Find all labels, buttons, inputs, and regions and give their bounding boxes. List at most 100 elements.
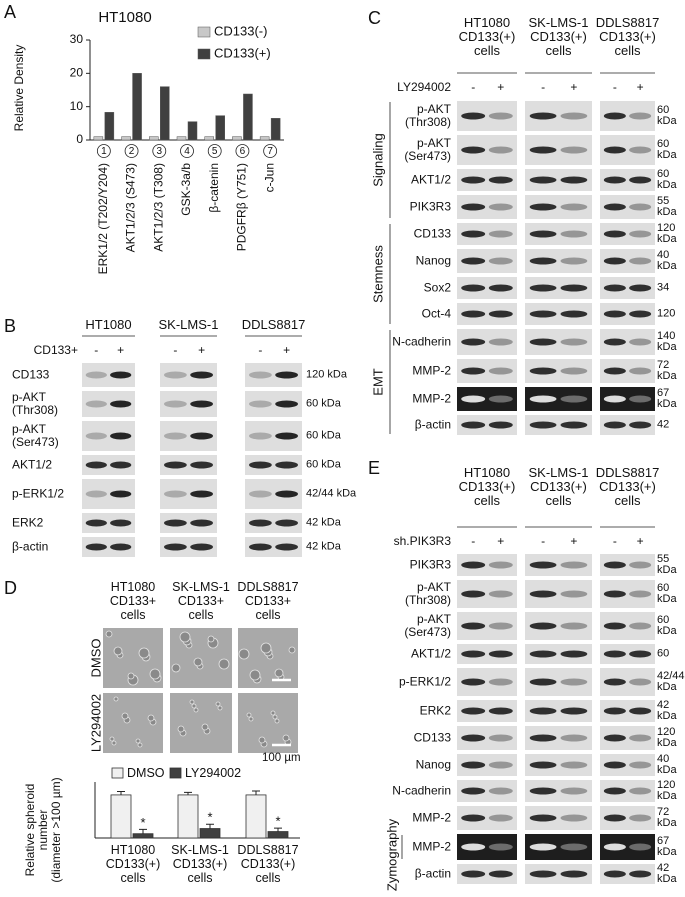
- column-header: SK-LMS-1: [158, 317, 219, 332]
- blot-band: [560, 650, 588, 658]
- blot-band: [190, 490, 214, 498]
- blot-band: [488, 284, 513, 292]
- row-label: LY294002: [88, 693, 104, 753]
- x-tick-label: c-Jun: [262, 163, 276, 192]
- blot-band: [629, 843, 652, 851]
- blot-band: [603, 367, 626, 375]
- blot-strip: [525, 223, 592, 245]
- x-tick-label: ERK1/2 (T202/Y204): [96, 163, 110, 274]
- blot-band: [275, 432, 299, 440]
- spheroid: [248, 716, 254, 722]
- row-label: PIK3R3: [409, 199, 451, 214]
- blot-band: [275, 461, 299, 469]
- blot-strip: [457, 644, 517, 664]
- blot-strip: [600, 223, 655, 245]
- blot-strip: [525, 415, 592, 435]
- blot-band: [85, 461, 107, 469]
- size-label: 67 kDa: [657, 387, 677, 410]
- number-circle: [263, 144, 278, 158]
- spheroid: [217, 705, 223, 711]
- row-label: MMP-2: [412, 391, 451, 406]
- lane-sign: +: [283, 343, 291, 357]
- lane-sign: +: [198, 343, 206, 357]
- column-header: HT1080 CD133(+) cells: [458, 465, 516, 508]
- blot-band: [488, 338, 513, 346]
- blot-band: [461, 590, 486, 598]
- error-bar: [252, 790, 260, 795]
- blot-strip: [457, 277, 517, 299]
- bar: [160, 86, 170, 141]
- spheroid: [218, 658, 230, 670]
- x-tick-label: HT1080 CD133(+) cells: [105, 843, 161, 885]
- blot-band: [560, 112, 588, 120]
- column-header: HT1080 CD133(+) cells: [458, 15, 516, 58]
- blot-band: [488, 310, 513, 318]
- blot-band: [560, 146, 588, 154]
- spheroid: [113, 696, 119, 702]
- blot-band: [529, 870, 557, 878]
- blot-band: [163, 543, 187, 551]
- size-label: 60 kDa: [657, 582, 677, 605]
- panel-label: C: [368, 8, 381, 28]
- blot-band: [488, 146, 513, 154]
- lane-sign: -: [612, 534, 617, 548]
- blot-band: [560, 230, 588, 238]
- legend-label: CD133(+): [214, 45, 271, 60]
- blot-strip: [457, 700, 517, 722]
- micrograph: [170, 693, 232, 753]
- column-header: HT1080: [85, 317, 132, 332]
- blot-band: [560, 590, 588, 598]
- spheroid: [138, 647, 150, 659]
- blot-band: [629, 257, 652, 265]
- size-label: 120 kDa: [657, 222, 677, 245]
- blot-band: [629, 734, 652, 742]
- row-label: p-AKT (Thr308): [12, 390, 59, 417]
- blot-band: [529, 761, 557, 769]
- treatment-label: CD133+: [33, 343, 78, 357]
- blot-strip: [160, 455, 217, 475]
- size-label: 67 kDa: [657, 835, 677, 858]
- blot-band: [603, 707, 626, 715]
- blot-band: [488, 678, 513, 686]
- blot-band: [163, 371, 187, 379]
- category-number: 7: [267, 146, 273, 157]
- category-number: 5: [212, 146, 218, 157]
- blot-band: [461, 561, 486, 569]
- bar: [267, 831, 289, 839]
- spheroid: [191, 703, 197, 709]
- x-tick-label: AKT1/2/3 (T308): [151, 163, 165, 252]
- blot-band: [488, 112, 513, 120]
- blot-band: [529, 814, 557, 822]
- bar: [93, 136, 104, 141]
- lane-sign: +: [636, 80, 644, 94]
- bar: [270, 118, 281, 141]
- blot-band: [110, 461, 132, 469]
- blot-band: [248, 400, 272, 408]
- bar: [199, 828, 221, 839]
- x-tick-label: β-catenin: [207, 163, 221, 213]
- blot-strip: [457, 169, 517, 191]
- legend-swatch: [169, 767, 182, 779]
- y-tick-label: 0: [76, 132, 83, 146]
- size-label: 120 kDa: [657, 726, 677, 749]
- row-label: MMP-2: [412, 810, 451, 825]
- blot-band: [529, 734, 557, 742]
- row-label: AKT1/2: [410, 646, 451, 661]
- spheroid: [272, 714, 278, 720]
- blot-strip: [525, 554, 592, 576]
- blot-band: [488, 561, 513, 569]
- blot-band: [529, 112, 557, 120]
- blot-strip: [82, 513, 135, 533]
- blot-band: [488, 421, 513, 429]
- blot-strip: [457, 223, 517, 245]
- error-bar: [184, 791, 192, 795]
- size-label: 42 kDa: [306, 516, 341, 529]
- panel-label: E: [368, 458, 381, 478]
- blot-band: [488, 734, 513, 742]
- row-label: CD133: [12, 367, 50, 382]
- spheroid: [270, 710, 276, 716]
- blot-band: [529, 230, 557, 238]
- size-label: 42/44 kDa: [306, 487, 357, 500]
- blot-band: [529, 678, 557, 686]
- spheroid: [127, 672, 135, 680]
